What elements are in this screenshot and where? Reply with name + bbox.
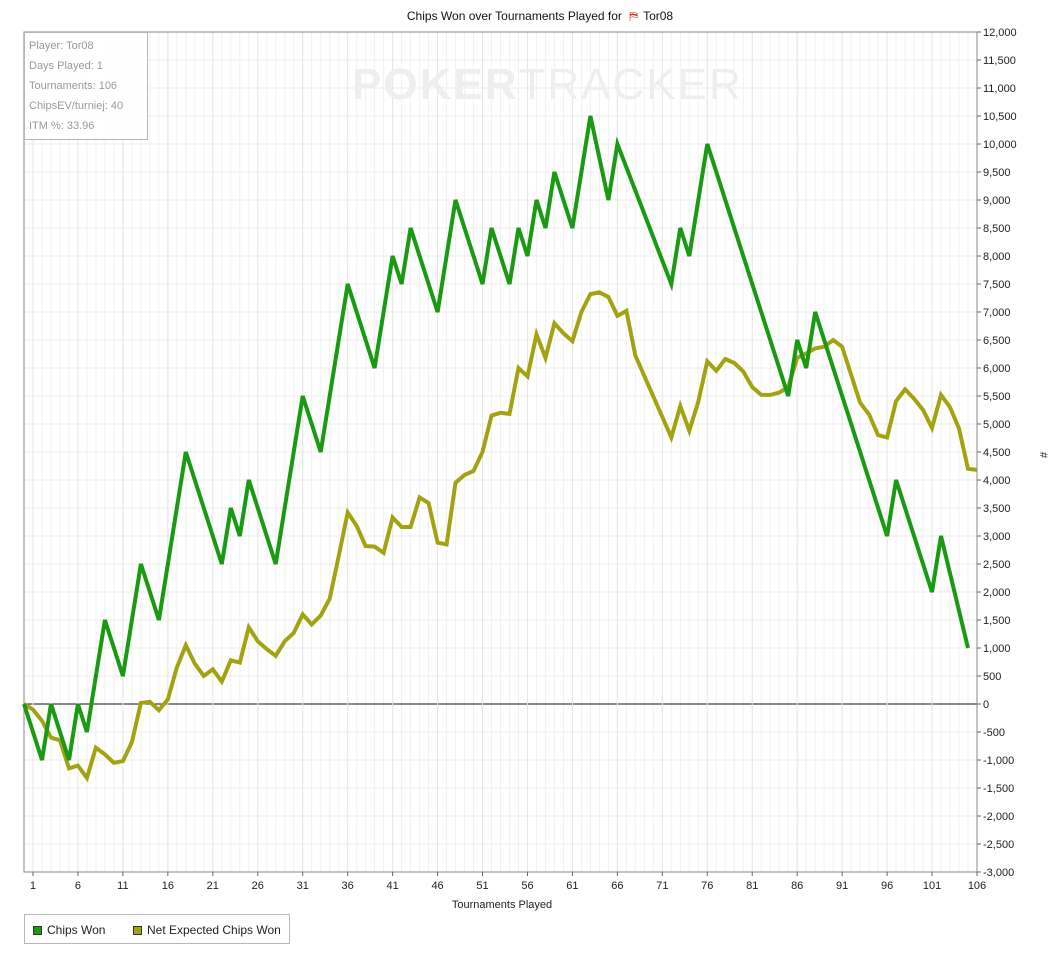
- y-tick-label: 5,000: [983, 419, 1011, 431]
- x-tick-label: 41: [386, 880, 398, 892]
- x-tick-label: 51: [476, 880, 488, 892]
- y-tick-label: -1,500: [983, 783, 1014, 795]
- y-tick-label: 6,000: [983, 363, 1011, 375]
- y-tick-label: 9,000: [983, 195, 1011, 207]
- legend-swatch-net-expected: [133, 925, 142, 935]
- watermark-part1: POKER: [352, 60, 519, 109]
- y-tick-label: 5,500: [983, 391, 1011, 403]
- y-tick-label: 2,500: [983, 559, 1011, 571]
- legend-item-chips-won[interactable]: Chips Won: [33, 923, 105, 937]
- x-axis-label: Tournaments Played: [452, 899, 552, 911]
- y-tick-label: 8,500: [983, 223, 1011, 235]
- x-tick-label: 66: [611, 880, 623, 892]
- x-tick-label: 91: [836, 880, 848, 892]
- x-tick-label: 6: [75, 880, 81, 892]
- y-tick-label: 8,000: [983, 251, 1011, 263]
- info-tournaments: Tournaments: 106: [29, 80, 118, 92]
- player-flag-icon: ⛿: [629, 9, 638, 23]
- chart-title: Chips Won over Tournaments Played for ⛿ …: [407, 9, 674, 23]
- y-tick-label: 11,500: [983, 55, 1016, 67]
- y-tick-label: 1,000: [983, 643, 1011, 655]
- chart-title-player: Tor08: [643, 9, 673, 23]
- y-tick-label: 4,500: [983, 447, 1011, 459]
- x-tick-label: 16: [162, 880, 174, 892]
- y-tick-label: -500: [983, 727, 1005, 739]
- x-tick-label: 81: [746, 880, 758, 892]
- y-tick-label: -3,000: [983, 867, 1014, 879]
- x-tick-label: 21: [207, 880, 219, 892]
- x-tick-label: 106: [968, 880, 986, 892]
- y-tick-label: 12,000: [983, 27, 1017, 39]
- series-layer: [22, 115, 978, 783]
- y-tick-label: 500: [983, 671, 1001, 683]
- x-tick-label: 46: [431, 880, 443, 892]
- legend-label-chips-won: Chips Won: [47, 923, 106, 937]
- y-axis-label: #: [1037, 452, 1049, 459]
- y-tick-label: -2,000: [983, 811, 1014, 823]
- chart-legend: Chips Won Net Expected Chips Won: [24, 914, 290, 944]
- x-tick-label: 31: [297, 880, 309, 892]
- watermark-part2: TRACKER: [518, 60, 743, 109]
- info-days-played: Days Played: 1: [29, 60, 103, 72]
- y-tick-label: 4,000: [983, 475, 1011, 487]
- y-tick-label: 0: [983, 699, 989, 711]
- y-tick-label: 7,500: [983, 279, 1011, 291]
- y-tick-label: 3,500: [983, 503, 1011, 515]
- info-player: Player: Tor08: [29, 40, 94, 52]
- x-tick-label: 101: [923, 880, 941, 892]
- x-tick-label: 11: [117, 880, 128, 892]
- y-tick-label: 10,500: [983, 111, 1017, 123]
- info-chipsev: ChipsEV/turniej: 40: [29, 100, 124, 112]
- x-tick-label: 71: [656, 880, 668, 892]
- x-tick-label: 86: [791, 880, 803, 892]
- series-line-net-expected-chips-won: [22, 290, 978, 783]
- y-tick-label: 10,000: [983, 139, 1017, 151]
- axis-layer: 12,00011,50011,00010,50010,0009,5009,000…: [30, 27, 1017, 892]
- y-tick-label: 2,000: [983, 587, 1011, 599]
- legend-label-net-expected: Net Expected Chips Won: [147, 923, 281, 937]
- x-tick-label: 26: [252, 880, 264, 892]
- y-tick-label: 11,000: [983, 83, 1016, 95]
- y-tick-label: -2,500: [983, 839, 1014, 851]
- stats-info-box: Player: Tor08 Days Played: 1 Tournaments…: [24, 32, 148, 140]
- y-tick-label: 7,000: [983, 307, 1011, 319]
- y-tick-label: 6,500: [983, 335, 1011, 347]
- series-line-chips-won: [22, 115, 970, 761]
- y-tick-label: 9,500: [983, 167, 1011, 179]
- pokertracker-watermark: POKERTRACKER: [352, 60, 743, 110]
- x-tick-label: 36: [342, 880, 354, 892]
- x-tick-label: 76: [701, 880, 713, 892]
- x-tick-label: 1: [30, 880, 36, 892]
- y-tick-label: -1,000: [983, 755, 1014, 767]
- x-tick-label: 56: [521, 880, 533, 892]
- chart-title-prefix: Chips Won over Tournaments Played for: [407, 9, 622, 23]
- grid-layer: [23, 31, 978, 873]
- y-tick-label: 3,000: [983, 531, 1011, 543]
- legend-swatch-chips-won: [33, 925, 42, 935]
- y-tick-label: 1,500: [983, 615, 1011, 627]
- info-itm: ITM %: 33.96: [29, 120, 95, 132]
- x-tick-label: 61: [566, 880, 578, 892]
- legend-item-net-expected[interactable]: Net Expected Chips Won: [133, 923, 281, 937]
- x-tick-label: 96: [881, 880, 893, 892]
